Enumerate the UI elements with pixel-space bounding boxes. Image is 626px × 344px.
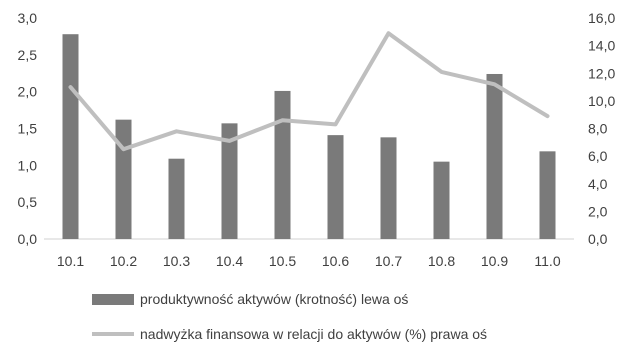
x-tick-label: 10.8 (428, 253, 455, 269)
bar (539, 151, 556, 239)
legend-swatch-bar (92, 294, 134, 305)
x-tick-label: 10.2 (110, 253, 137, 269)
right-axis-ticks: 0,0 2,0 4,0 6,0 8,0 10,0 12,0 14,0 16,0 (588, 10, 615, 247)
bar (380, 137, 397, 239)
right-tick-label: 6,0 (588, 148, 608, 164)
bar-series (62, 34, 556, 240)
x-tick-label: 10.1 (57, 253, 84, 269)
right-tick-label: 4,0 (588, 176, 608, 192)
left-tick-label: 0,0 (18, 231, 38, 247)
x-tick-label: 11.0 (534, 253, 560, 269)
left-tick-label: 2,5 (18, 47, 38, 63)
bar (62, 34, 79, 239)
x-tick-label: 10.7 (375, 253, 402, 269)
left-tick-label: 1,0 (18, 157, 38, 173)
left-tick-label: 2,0 (18, 84, 38, 100)
right-tick-label: 8,0 (588, 121, 608, 137)
legend: produktywność aktywów (krotność) lewa oś… (92, 291, 487, 342)
bar (221, 123, 238, 239)
bar (433, 161, 450, 239)
left-axis-ticks: 0,0 0,5 1,0 1,5 2,0 2,5 3,0 (18, 10, 38, 247)
bar (115, 119, 132, 239)
x-tick-label: 10.6 (322, 253, 349, 269)
right-tick-label: 10,0 (588, 93, 615, 109)
x-tick-label: 10.9 (481, 253, 508, 269)
left-tick-label: 1,5 (18, 121, 38, 137)
x-tick-label: 10.4 (216, 253, 243, 269)
bar (274, 90, 291, 240)
right-tick-label: 16,0 (588, 10, 615, 26)
left-tick-label: 3,0 (18, 10, 38, 26)
x-axis-ticks: 10.1 10.2 10.3 10.4 10.5 10.6 10.7 10.8 10.9 11.0 (57, 253, 561, 269)
bar (168, 158, 185, 239)
line-series (68, 31, 550, 152)
left-tick-label: 0,5 (18, 194, 38, 210)
right-tick-label: 12,0 (588, 65, 615, 81)
right-tick-label: 14,0 (588, 38, 615, 54)
legend-label-bar: produktywność aktywów (krotność) lewa oś (140, 291, 408, 307)
legend-label-line: nadwyżka finansowa w relacji do aktywów … (140, 326, 487, 342)
right-tick-label: 0,0 (588, 231, 608, 247)
x-tick-label: 10.5 (269, 253, 296, 269)
bar (327, 135, 344, 239)
x-tick-label: 10.3 (163, 253, 190, 269)
right-tick-label: 2,0 (588, 203, 608, 219)
bar (486, 73, 503, 239)
series-line (68, 31, 550, 152)
